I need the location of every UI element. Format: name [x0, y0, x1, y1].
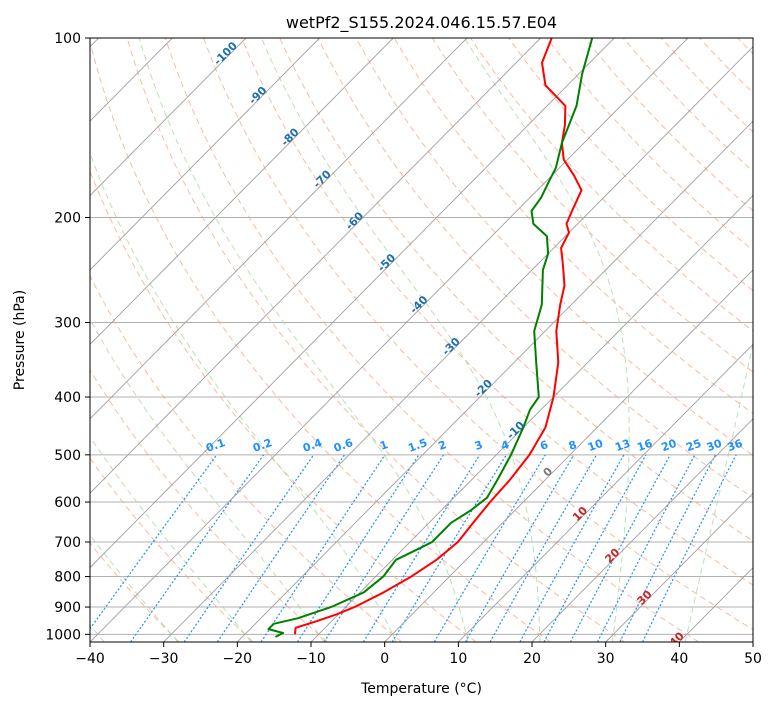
- x-tick-label: 10: [449, 651, 467, 667]
- plot-background: [90, 38, 753, 642]
- y-tick-label: 700: [54, 535, 81, 551]
- y-tick-label: 900: [54, 600, 81, 616]
- y-tick-label: 400: [54, 390, 81, 406]
- x-tick-label: 40: [670, 651, 688, 667]
- x-tick-label: 50: [744, 651, 762, 667]
- y-tick-label: 200: [54, 211, 81, 227]
- y-tick-label: 600: [54, 495, 81, 511]
- x-tick-label: −20: [223, 651, 253, 667]
- x-tick-label: 20: [523, 651, 541, 667]
- y-tick-label: 1000: [45, 627, 81, 643]
- y-tick-label: 300: [54, 316, 81, 332]
- x-tick-label: −10: [296, 651, 326, 667]
- x-tick-label: −40: [75, 651, 105, 667]
- x-axis-label: Temperature (°C): [360, 681, 482, 697]
- x-tick-label: −30: [149, 651, 179, 667]
- y-axis-label: Pressure (hPa): [12, 290, 28, 390]
- x-tick-label: 30: [597, 651, 615, 667]
- x-tick-label: 0: [380, 651, 389, 667]
- y-tick-label: 500: [54, 448, 81, 464]
- y-tick-label: 800: [54, 570, 81, 586]
- chart-title: wetPf2_S155.2024.046.15.57.E04: [286, 13, 557, 33]
- y-tick-label: 100: [54, 31, 81, 47]
